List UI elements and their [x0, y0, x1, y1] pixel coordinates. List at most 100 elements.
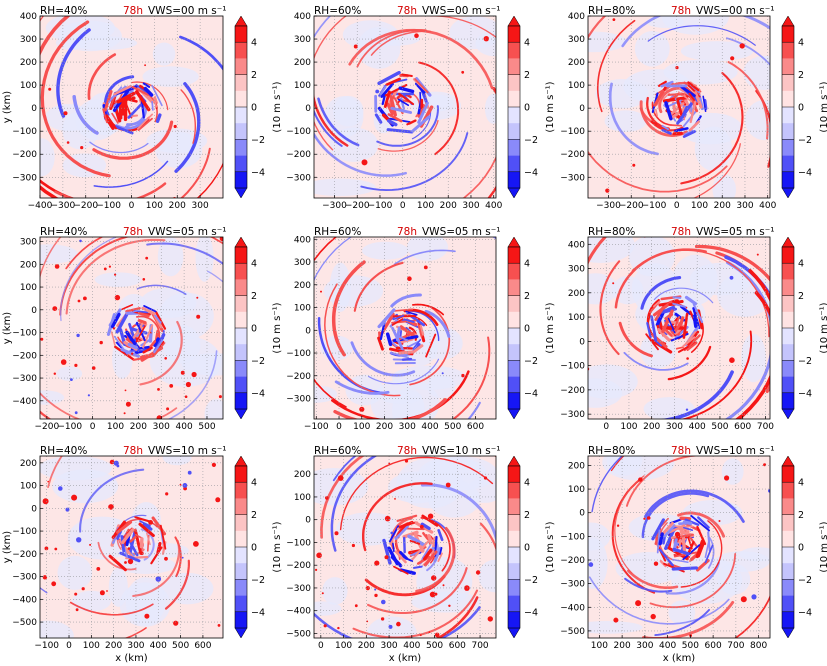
convective-cell: [729, 357, 735, 364]
core-cell: [407, 534, 426, 547]
core-cell: [658, 532, 664, 546]
background-patch: [56, 366, 83, 381]
core-cell: [395, 326, 401, 342]
colorbar-segment: [782, 360, 794, 377]
spiral-band: [680, 72, 744, 185]
convective-cell: [374, 560, 380, 566]
convective-cell: [724, 475, 730, 481]
convective-cell: [442, 584, 445, 587]
core-cell: [113, 85, 132, 96]
colorbar-segment: [235, 107, 247, 124]
core-cell: [417, 324, 423, 338]
y-tick-label: 100: [568, 313, 585, 323]
core-cell: [114, 345, 135, 361]
convective-cell: [396, 621, 401, 627]
core-cell: [398, 86, 415, 94]
core-cell: [688, 92, 696, 102]
core-cell: [415, 82, 426, 94]
colorbar: 4 2 0 −2 −4 (10 m s⁻¹): [781, 236, 827, 420]
convective-cell: [384, 555, 389, 560]
colorbar-tick-label: 2: [524, 70, 530, 81]
x-tick-label: 600: [467, 422, 484, 432]
panel: −300−200−100 0 100 200 300 4004003002001000−1…: [560, 5, 827, 211]
colorbar-extend-top: [234, 455, 248, 467]
convective-cell: [653, 561, 659, 566]
convective-cell: [218, 395, 222, 399]
plot-frame: [313, 236, 497, 420]
y-axis-label: y (km): [2, 312, 13, 345]
convective-cell: [42, 575, 48, 580]
spiral-band: [435, 596, 479, 638]
spiral-band: [390, 293, 422, 308]
core-cell: [155, 311, 167, 330]
rh-label: RH=40%: [40, 226, 87, 238]
spiral-band: [56, 28, 91, 118]
background-patch: [125, 577, 166, 626]
colorbar-tick-label: −4: [798, 607, 812, 618]
convective-cell: [374, 588, 377, 591]
core-cell: [146, 532, 151, 546]
convective-cell: [123, 412, 126, 415]
core-cell: [670, 530, 690, 539]
y-tick-label: −100: [286, 349, 311, 359]
y-tick-label: 300: [20, 35, 37, 45]
colorbar-tick-label: 0: [251, 543, 257, 554]
core-cell: [682, 544, 701, 561]
convective-cell: [351, 543, 355, 548]
core-cell: [390, 555, 403, 568]
spiral-band: [314, 93, 349, 147]
spiral-band: [40, 16, 71, 57]
core-cell: [396, 514, 418, 522]
rh-label: RH=60%: [314, 445, 361, 457]
time-label: 78h: [397, 445, 417, 457]
core-cell: [680, 85, 696, 98]
y-tick-label: −400: [12, 397, 37, 407]
convective-cell: [70, 378, 73, 381]
convective-cell: [756, 253, 759, 256]
colorbar-tick-label: 0: [251, 103, 257, 114]
core-cell: [109, 95, 116, 108]
colorbar-segment: [782, 171, 794, 189]
colorbar-segment: [235, 498, 247, 515]
core-cell: [669, 102, 685, 116]
convective-cell: [40, 337, 44, 341]
core-cell: [422, 532, 429, 540]
colorbar-segment: [782, 563, 794, 580]
core-cell: [151, 100, 154, 111]
y-tick-label: −300: [560, 410, 585, 420]
convective-cell: [180, 370, 185, 375]
x-tick-label: 0: [66, 641, 72, 651]
spiral-band: [694, 244, 770, 282]
colorbar-segment: [782, 482, 794, 499]
convective-cell: [112, 327, 116, 330]
spiral-band: [97, 541, 137, 571]
colorbar: 4 2 0 −2 −4 (10 m s⁻¹): [507, 236, 556, 420]
y-tick-label: 200: [568, 461, 585, 471]
colorbar-segment: [508, 155, 520, 173]
spiral-band: [621, 16, 662, 48]
y-axis-label: y (km): [2, 91, 13, 124]
convective-cell: [638, 477, 643, 482]
background-patch: [40, 390, 65, 405]
colorbar-tick-label: 2: [798, 70, 804, 81]
core-cell: [686, 341, 698, 351]
background-patch: [604, 110, 647, 133]
x-tick-label: 200: [440, 201, 457, 211]
core-cell: [401, 73, 413, 77]
convective-cell: [58, 486, 63, 491]
y-tick-label: −100: [286, 127, 311, 137]
convective-cell: [419, 524, 424, 529]
colorbar-label: (10 m s⁻¹): [272, 521, 283, 572]
core-cell: [155, 113, 162, 123]
x-tick-label: 0: [318, 641, 324, 651]
core-cell: [404, 527, 425, 531]
core-cell: [398, 92, 415, 106]
colorbar-segment: [508, 328, 520, 345]
colorbar-segment: [508, 344, 520, 361]
convective-cell: [483, 476, 488, 480]
core-cell: [661, 128, 672, 135]
spiral-band: [320, 456, 496, 539]
colorbar-tick-label: −2: [524, 575, 538, 586]
background-patch: [152, 42, 176, 66]
convective-cell: [71, 494, 78, 501]
